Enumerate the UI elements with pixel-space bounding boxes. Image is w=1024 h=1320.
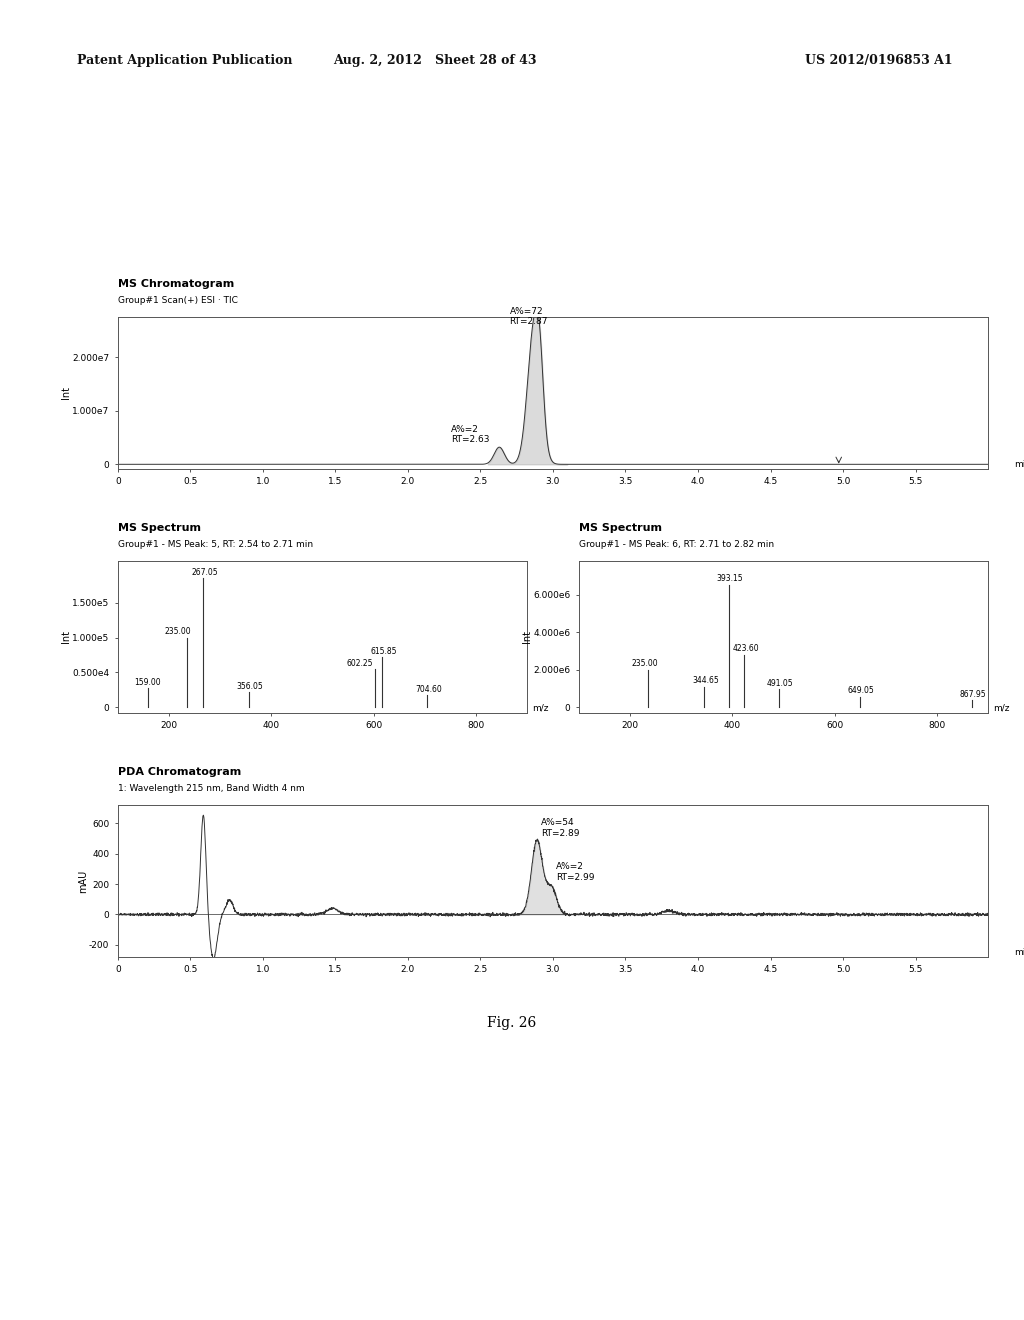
Text: Group#1 - MS Peak: 6, RT: 2.71 to 2.82 min: Group#1 - MS Peak: 6, RT: 2.71 to 2.82 m… bbox=[579, 540, 774, 549]
Text: A%=2
RT=2.63: A%=2 RT=2.63 bbox=[452, 425, 489, 444]
Text: 704.60: 704.60 bbox=[416, 685, 442, 693]
Text: 649.05: 649.05 bbox=[848, 686, 874, 696]
Y-axis label: Int: Int bbox=[60, 387, 71, 399]
Text: Aug. 2, 2012   Sheet 28 of 43: Aug. 2, 2012 Sheet 28 of 43 bbox=[334, 54, 537, 67]
Text: 1: Wavelength 215 nm, Band Width 4 nm: 1: Wavelength 215 nm, Band Width 4 nm bbox=[118, 784, 304, 793]
Text: 615.85: 615.85 bbox=[370, 647, 396, 656]
Text: 867.95: 867.95 bbox=[959, 689, 986, 698]
Text: 235.00: 235.00 bbox=[632, 659, 658, 668]
Text: MS Chromatogram: MS Chromatogram bbox=[118, 279, 234, 289]
Text: Patent Application Publication: Patent Application Publication bbox=[77, 54, 292, 67]
Y-axis label: mAU: mAU bbox=[78, 870, 88, 892]
Text: Group#1 - MS Peak: 5, RT: 2.54 to 2.71 min: Group#1 - MS Peak: 5, RT: 2.54 to 2.71 m… bbox=[118, 540, 313, 549]
Text: MS Spectrum: MS Spectrum bbox=[118, 523, 201, 533]
Text: PDA Chromatogram: PDA Chromatogram bbox=[118, 767, 241, 777]
Text: m/z: m/z bbox=[993, 704, 1010, 713]
Text: m/z: m/z bbox=[532, 704, 549, 713]
Y-axis label: Int: Int bbox=[521, 631, 531, 643]
Text: 491.05: 491.05 bbox=[767, 678, 794, 688]
Text: 393.15: 393.15 bbox=[717, 574, 743, 583]
Text: US 2012/0196853 A1: US 2012/0196853 A1 bbox=[805, 54, 952, 67]
Text: 267.05: 267.05 bbox=[191, 568, 218, 577]
Text: A%=2
RT=2.99: A%=2 RT=2.99 bbox=[556, 862, 594, 882]
Text: 235.00: 235.00 bbox=[164, 627, 191, 636]
Text: Group#1 Scan(+) ESI · TIC: Group#1 Scan(+) ESI · TIC bbox=[118, 296, 238, 305]
Y-axis label: Int: Int bbox=[60, 631, 71, 643]
Text: 356.05: 356.05 bbox=[237, 682, 263, 690]
Text: MS Spectrum: MS Spectrum bbox=[579, 523, 662, 533]
Text: Fig. 26: Fig. 26 bbox=[487, 1016, 537, 1031]
Text: min.: min. bbox=[1014, 948, 1024, 957]
Text: 423.60: 423.60 bbox=[732, 644, 759, 653]
Text: 159.00: 159.00 bbox=[134, 677, 161, 686]
Text: min.: min. bbox=[1014, 459, 1024, 469]
Text: 602.25: 602.25 bbox=[346, 659, 373, 668]
Text: A%=54
RT=2.89: A%=54 RT=2.89 bbox=[542, 818, 580, 838]
Text: 344.65: 344.65 bbox=[692, 676, 719, 685]
Text: A%=72
RT=2.87: A%=72 RT=2.87 bbox=[510, 306, 548, 326]
